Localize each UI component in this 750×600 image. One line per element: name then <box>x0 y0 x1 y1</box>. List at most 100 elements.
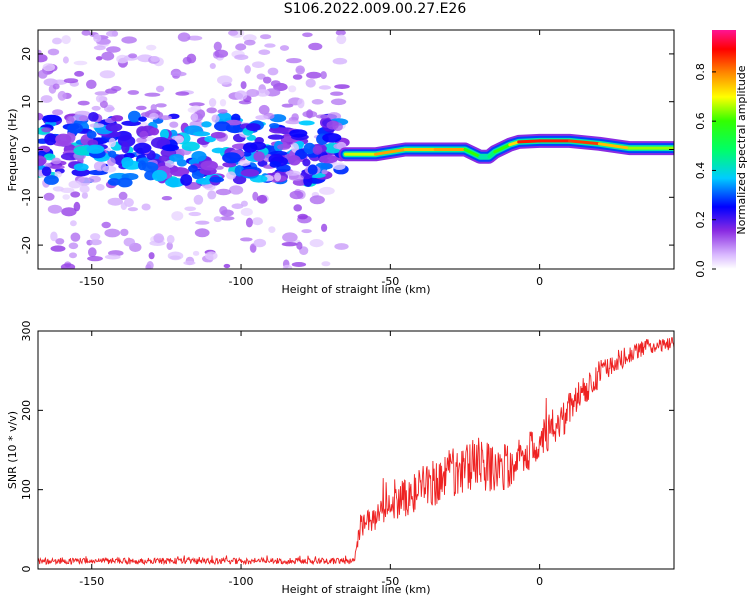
noise-blob <box>193 131 211 137</box>
colorbar: 0.0 0.2 0.4 0.6 0.8 Normalized spectral ampl… <box>694 30 748 278</box>
noise-blob <box>181 141 200 152</box>
snr-frame <box>37 330 675 570</box>
noise-blob <box>88 169 108 176</box>
noise-blob <box>229 185 244 195</box>
noise-blob <box>251 61 265 68</box>
noise-blob <box>279 45 290 51</box>
noise-blob <box>165 160 175 168</box>
noise-blob <box>50 231 58 242</box>
noise-blob <box>312 145 323 155</box>
noise-blob <box>44 133 57 146</box>
noise-blob <box>95 56 103 61</box>
noise-blob <box>269 161 281 168</box>
noise-blob <box>166 242 173 250</box>
noise-blob <box>258 104 270 115</box>
noise-blob <box>320 71 327 80</box>
noise-blob <box>133 142 152 154</box>
noise-blob <box>286 58 302 64</box>
noise-blob <box>288 155 301 166</box>
noise-blob <box>252 191 259 201</box>
noise-blob <box>326 120 339 130</box>
noise-blob <box>301 229 312 234</box>
noise-blob <box>127 207 138 212</box>
noise-blob <box>135 105 147 111</box>
noise-blob <box>222 162 237 168</box>
snr-y-ticks: 0 100 200 300 <box>20 321 674 573</box>
noise-blob <box>307 164 318 175</box>
noise-blob <box>175 91 190 96</box>
noise-blob <box>201 121 212 128</box>
noise-blob <box>137 160 147 171</box>
noise-blob <box>282 232 298 243</box>
noise-blob <box>108 150 117 158</box>
noise-blob <box>297 98 305 109</box>
noise-blob <box>60 263 76 269</box>
noise-blob <box>106 30 118 37</box>
noise-blob <box>107 197 124 206</box>
noise-blob <box>252 217 263 226</box>
noise-blob <box>121 36 137 44</box>
noise-blob <box>206 107 217 114</box>
noise-blob <box>106 46 121 53</box>
colorbar-tick-label: 0.0 <box>694 260 707 278</box>
noise-blob <box>105 123 123 132</box>
track-segment <box>508 140 521 147</box>
track-segment <box>517 139 542 144</box>
noise-blob <box>70 232 81 242</box>
noise-blob <box>99 100 108 109</box>
noise-blob <box>281 103 294 108</box>
noise-blob <box>315 114 330 119</box>
noise-blob <box>219 206 228 215</box>
noise-blob <box>139 130 149 139</box>
noise-blob <box>138 116 147 122</box>
noise-blob <box>146 261 154 269</box>
noise-blob <box>240 237 253 242</box>
noise-blob <box>255 115 269 120</box>
noise-blob <box>253 151 265 162</box>
noise-blob <box>90 233 101 241</box>
noise-blob <box>235 43 247 51</box>
noise-blob <box>55 238 65 245</box>
noise-blob <box>74 70 85 77</box>
noise-blob <box>209 63 216 69</box>
noise-blob <box>293 204 303 212</box>
noise-blob <box>207 190 217 200</box>
noise-blob <box>214 121 231 132</box>
noise-blob <box>335 30 346 36</box>
noise-blob <box>191 113 199 122</box>
noise-blob <box>295 65 306 75</box>
chart-title: S106.2022.009.00.27.E26 <box>283 1 467 17</box>
y-tick-label: 0 <box>20 566 33 573</box>
noise-blob <box>193 194 204 205</box>
noise-blob <box>309 239 324 248</box>
colorbar-tick-label: 0.6 <box>694 112 707 130</box>
x-tick-label: -100 <box>229 275 254 288</box>
noise-blob <box>95 95 104 103</box>
noise-blob <box>200 160 218 171</box>
noise-blob <box>93 161 107 172</box>
noise-blob <box>281 242 298 247</box>
noise-blob <box>194 228 210 238</box>
noise-blob <box>246 89 260 97</box>
noise-blob <box>188 165 198 173</box>
noise-blob <box>99 70 116 79</box>
noise-blob <box>232 174 247 185</box>
noise-blob <box>94 91 109 96</box>
noise-blob <box>256 89 270 97</box>
noise-blob <box>333 143 345 150</box>
snr-marks <box>38 337 674 566</box>
noise-blob <box>93 45 106 51</box>
noise-blob <box>148 252 155 260</box>
noise-blob <box>121 157 134 167</box>
noise-blob <box>263 76 272 84</box>
noise-blob <box>123 237 135 247</box>
noise-blob <box>170 71 187 77</box>
noise-blob <box>225 119 242 126</box>
x-tick-label: -150 <box>79 575 104 588</box>
noise-blob <box>267 134 284 140</box>
noise-blob <box>77 100 90 106</box>
noise-blob <box>296 241 303 250</box>
noise-blob <box>291 262 307 267</box>
noise-blob <box>318 85 331 90</box>
noise-blob <box>70 191 81 198</box>
